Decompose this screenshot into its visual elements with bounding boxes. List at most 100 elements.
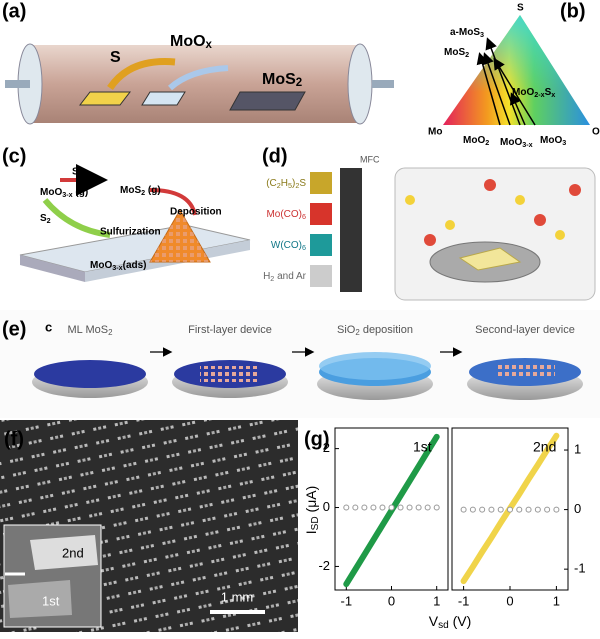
cylinder — [310, 265, 332, 287]
x-tick-label: 0 — [388, 593, 395, 608]
panel-f: (f) 2nd 1st 1 mm — [0, 420, 298, 632]
label: a-MoS3 — [450, 27, 484, 39]
y-tick-label: -2 — [318, 558, 330, 573]
panel-label: (d) — [262, 145, 288, 167]
panel-a: (a) S MoOx MoS2 — [2, 0, 394, 125]
inset-device — [30, 535, 98, 570]
label: Deposition — [170, 207, 222, 218]
iv-point — [352, 504, 359, 511]
panel-label: (c) — [2, 145, 26, 167]
x-tick-label: 1 — [433, 593, 440, 608]
panel-b: (b) S Mo O a-MoS3 MoS2 MoO2-xSx MoO2 MoO… — [428, 0, 600, 149]
x-tick-label: 0 — [506, 593, 513, 608]
annotation: 2nd — [533, 439, 556, 455]
label: MoS2 — [444, 47, 469, 59]
iv-point — [507, 506, 513, 513]
label: Mo — [428, 127, 442, 138]
panel-label: (e) — [2, 318, 26, 340]
substrate-side — [20, 255, 85, 282]
label: MoO2 — [463, 135, 489, 147]
y-tick-label: 1 — [574, 441, 581, 456]
arrow — [42, 198, 111, 238]
cylinder — [310, 203, 332, 225]
tube — [30, 45, 360, 123]
label: MoO3-x (g) — [40, 187, 88, 199]
label: MoO2-xSx — [512, 87, 555, 99]
label: MoOx — [170, 33, 213, 51]
label: (C2H5)2S — [266, 178, 306, 190]
label: MoO3-x — [500, 137, 533, 149]
outlet — [372, 80, 394, 88]
x-tick-label: -1 — [458, 593, 470, 608]
y-tick-label: 0 — [323, 499, 330, 514]
y-tick-label: 0 — [574, 501, 581, 516]
triangle-lattice — [150, 210, 210, 262]
label: Sulfurization — [100, 227, 161, 238]
label: H2 and Ar — [263, 271, 307, 283]
panel-label: (a) — [2, 0, 26, 22]
x-tick-label: 1 — [553, 593, 560, 608]
iv-point — [361, 504, 368, 511]
label: MoO3-x(ads) — [90, 260, 147, 272]
arrow — [167, 65, 229, 91]
panel-label: (g) — [304, 428, 330, 450]
arrow — [149, 188, 197, 216]
step-label: Second-layer device — [475, 324, 575, 336]
panel-g: (g) ISD (μA) Vsd (V) -1 0 1 -2 0 2 1st -1 0 1 -1 0 1… — [303, 427, 586, 631]
iv-point — [343, 504, 350, 511]
y-tick-label: 2 — [323, 440, 330, 455]
iv-point — [406, 504, 413, 511]
label: MoO3 — [540, 135, 566, 147]
sulfur-boat — [78, 91, 132, 106]
iv-point — [488, 506, 495, 513]
annotation: 1st — [413, 439, 432, 455]
inlet — [5, 80, 30, 88]
panel-c: (c) MoO3-x (g) S* MoS2 (g) Deposition S2… — [2, 145, 251, 282]
label: MFC — [360, 154, 380, 164]
step-label: SiO2 deposition — [337, 324, 413, 337]
iv-point — [525, 506, 532, 513]
label: Mo(CO)6 — [266, 209, 306, 221]
iv-point — [370, 504, 377, 511]
iv-point — [516, 506, 523, 513]
label: MoS2 — [262, 71, 302, 89]
mfc — [340, 168, 362, 292]
label: S2 — [40, 213, 51, 225]
cylinder — [310, 234, 332, 256]
label: c — [45, 319, 52, 334]
label: 1st — [42, 593, 60, 608]
y-axis-label: ISD (μA) — [303, 486, 321, 535]
x-tick-label: -1 — [341, 593, 353, 608]
substrate — [229, 91, 306, 111]
iv-point — [388, 504, 395, 511]
label: S — [517, 3, 524, 14]
arrow — [107, 58, 176, 91]
inset-device — [8, 580, 72, 618]
label: 2nd — [62, 545, 84, 560]
label: W(CO)6 — [271, 240, 306, 252]
y-tick-label: -1 — [574, 561, 586, 576]
label: S — [110, 49, 121, 66]
ternary — [443, 15, 590, 125]
iv-point — [433, 504, 440, 511]
panel-label: (b) — [560, 0, 586, 22]
step-label: ML MoS2 — [68, 324, 113, 337]
iv-point — [544, 506, 551, 513]
discs — [32, 352, 583, 400]
iv-point — [479, 506, 486, 513]
scale-label: 1 mm — [221, 589, 254, 604]
cylinder — [310, 172, 332, 194]
iv-point — [497, 506, 504, 513]
iv-point — [424, 504, 431, 511]
step-label: First-layer device — [188, 324, 272, 336]
label: MoS2 (g) — [120, 185, 161, 197]
panel-label: (f) — [4, 428, 24, 450]
iv-point — [460, 506, 467, 513]
label: S* — [72, 167, 83, 178]
iv-point — [469, 506, 476, 513]
x-axis-label: Vsd (V) — [429, 613, 472, 631]
iv-point — [379, 504, 386, 511]
oxide-boat — [141, 91, 186, 106]
iv-point — [553, 506, 560, 513]
